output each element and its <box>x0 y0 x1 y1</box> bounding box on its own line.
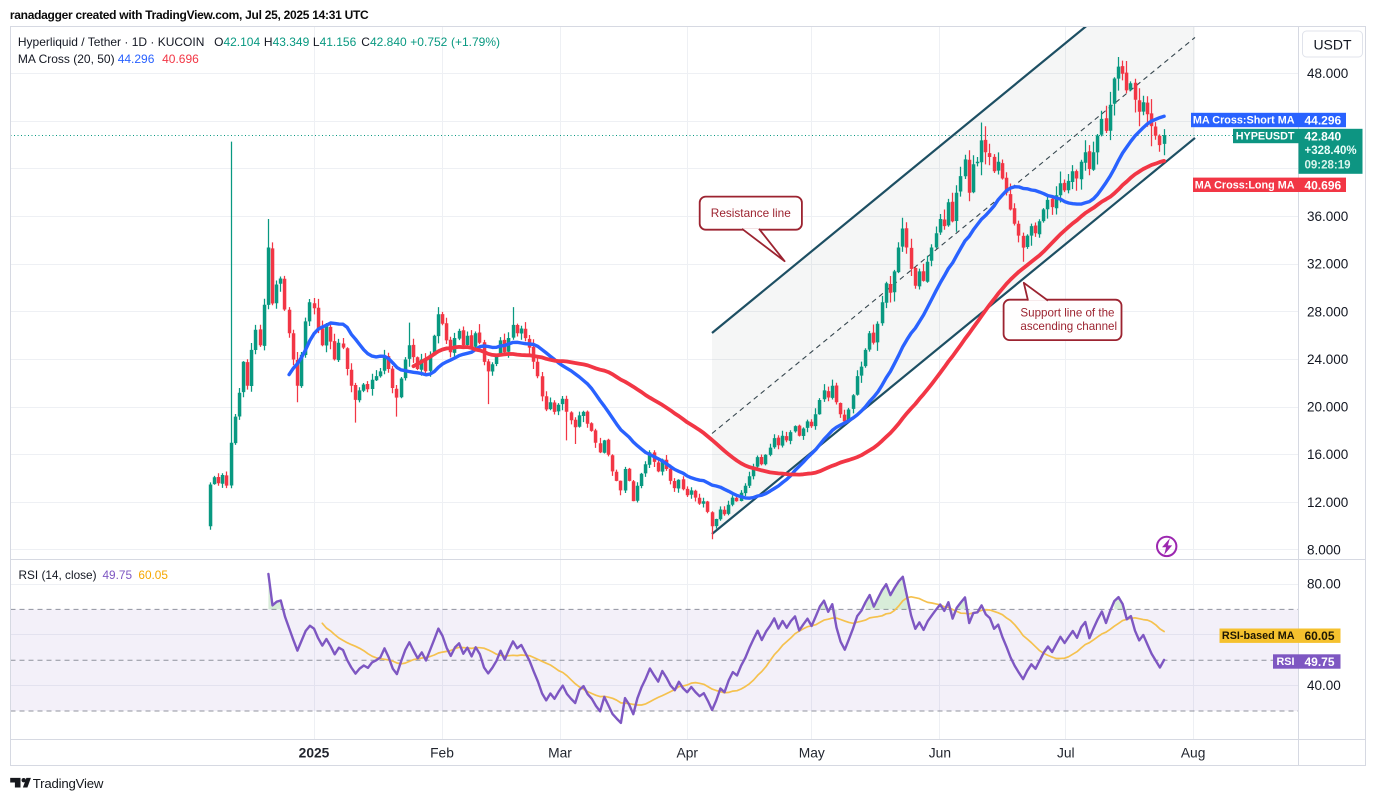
svg-text:Resistance line: Resistance line <box>711 206 791 220</box>
svg-text:2025: 2025 <box>299 745 330 760</box>
svg-text:24.000: 24.000 <box>1307 352 1348 367</box>
svg-text:42.840: 42.840 <box>1305 130 1342 144</box>
svg-text:MA Cross:Long MA: MA Cross:Long MA <box>1195 179 1295 191</box>
svg-text:80.00: 80.00 <box>1307 577 1341 592</box>
svg-text:09:28:19: 09:28:19 <box>1305 159 1351 171</box>
svg-text:Jul: Jul <box>1057 745 1075 760</box>
svg-text:Jun: Jun <box>929 745 951 760</box>
svg-text:40.696: 40.696 <box>1305 178 1342 192</box>
svg-text:Aug: Aug <box>1181 745 1206 760</box>
svg-text:MA Cross:Short MA: MA Cross:Short MA <box>1193 115 1295 127</box>
svg-text:Support line of the: Support line of the <box>1020 307 1114 320</box>
svg-text:ascending channel: ascending channel <box>1020 320 1117 333</box>
svg-text:48.000: 48.000 <box>1307 66 1348 81</box>
svg-text:Apr: Apr <box>677 745 699 760</box>
svg-text:Hyperliquid / Tether · 1D · KU: Hyperliquid / Tether · 1D · KUCOIN O42.10… <box>18 35 500 49</box>
svg-text:20.000: 20.000 <box>1307 400 1348 415</box>
svg-text:HYPEUSDT: HYPEUSDT <box>1236 131 1295 143</box>
svg-text:16.000: 16.000 <box>1307 447 1348 462</box>
svg-text:Feb: Feb <box>430 745 454 760</box>
svg-text:44.296: 44.296 <box>1305 114 1342 128</box>
svg-text:40.00: 40.00 <box>1307 678 1341 693</box>
svg-text:May: May <box>799 745 825 760</box>
svg-text:+328.40%: +328.40% <box>1305 145 1357 157</box>
svg-text:28.000: 28.000 <box>1307 304 1348 319</box>
svg-text:RSI: RSI <box>1277 656 1295 668</box>
svg-text:RSI-based MA: RSI-based MA <box>1222 630 1295 642</box>
svg-text:ranadagger created with Tradin: ranadagger created with TradingView.com,… <box>10 8 369 22</box>
svg-text:32.000: 32.000 <box>1307 257 1348 272</box>
svg-text:60.05: 60.05 <box>1305 629 1335 643</box>
svg-text:TradingView: TradingView <box>33 776 104 791</box>
svg-text:36.000: 36.000 <box>1307 209 1348 224</box>
svg-text:8.000: 8.000 <box>1307 543 1341 558</box>
svg-text:12.000: 12.000 <box>1307 495 1348 510</box>
svg-text:49.75: 49.75 <box>1305 655 1335 669</box>
svg-text:USDT: USDT <box>1313 37 1352 53</box>
svg-text:Mar: Mar <box>548 745 572 760</box>
